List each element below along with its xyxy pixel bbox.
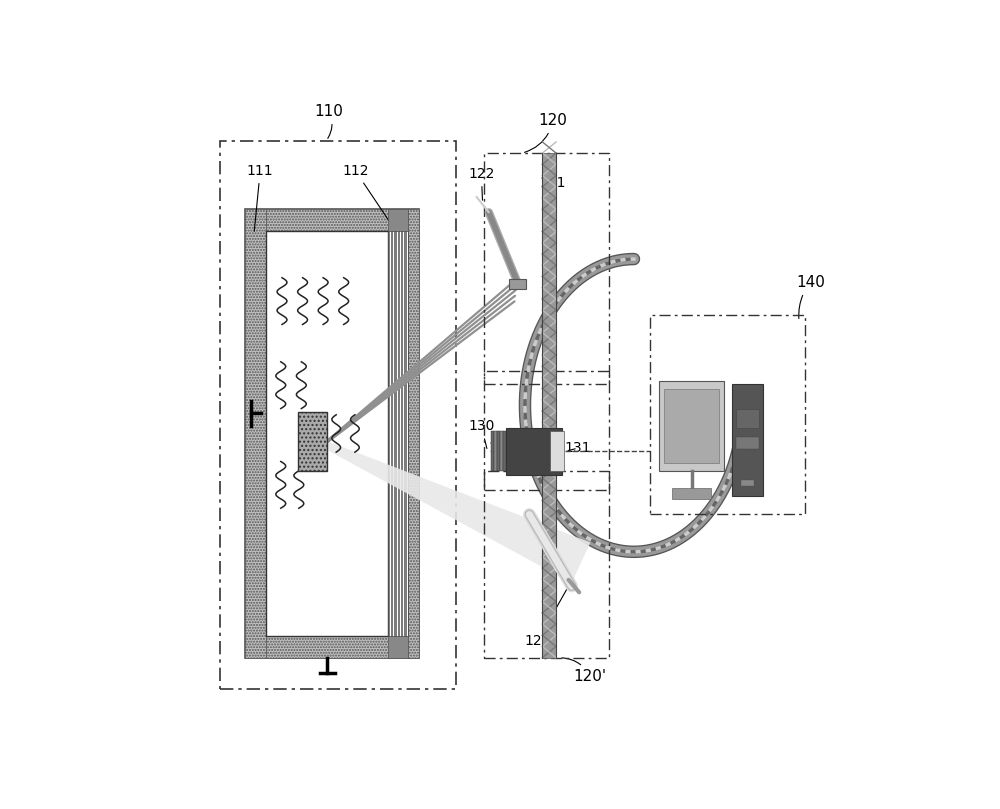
Bar bbox=[298, 412, 327, 471]
Bar bbox=[266, 636, 408, 658]
Bar bbox=[245, 210, 266, 658]
Bar bbox=[220, 141, 456, 689]
Bar bbox=[484, 153, 609, 383]
Bar bbox=[550, 431, 564, 472]
Bar bbox=[484, 371, 609, 489]
Bar bbox=[736, 409, 759, 429]
Bar bbox=[506, 428, 562, 475]
Bar bbox=[388, 231, 408, 636]
Text: 113: 113 bbox=[278, 473, 306, 520]
Text: 131: 131 bbox=[565, 441, 591, 455]
Bar bbox=[503, 431, 506, 472]
Bar bbox=[650, 316, 805, 515]
Text: 140: 140 bbox=[796, 275, 825, 319]
Bar bbox=[266, 210, 408, 231]
Text: 112: 112 bbox=[342, 164, 396, 232]
Bar bbox=[509, 279, 526, 289]
Bar bbox=[245, 210, 419, 658]
Bar bbox=[497, 431, 500, 472]
Bar bbox=[736, 438, 759, 449]
Bar bbox=[266, 231, 388, 636]
Bar bbox=[664, 388, 719, 464]
Bar bbox=[659, 380, 724, 471]
Text: 120: 120 bbox=[525, 113, 567, 152]
Text: 121: 121 bbox=[540, 176, 566, 213]
Bar bbox=[408, 210, 419, 658]
Bar bbox=[484, 471, 609, 658]
Text: 130: 130 bbox=[468, 419, 495, 448]
Bar bbox=[732, 383, 763, 496]
Bar bbox=[388, 636, 408, 658]
Bar bbox=[494, 431, 497, 472]
Text: 111: 111 bbox=[247, 164, 274, 231]
Bar bbox=[542, 153, 556, 658]
Text: 110: 110 bbox=[314, 104, 343, 138]
Text: 122: 122 bbox=[468, 167, 495, 200]
Text: 132: 132 bbox=[489, 441, 515, 455]
Bar bbox=[672, 488, 711, 499]
Polygon shape bbox=[307, 441, 590, 583]
Text: 120': 120' bbox=[562, 658, 607, 684]
Bar bbox=[500, 431, 503, 472]
Text: 123: 123 bbox=[524, 588, 567, 648]
Bar bbox=[491, 431, 494, 472]
Bar bbox=[388, 210, 408, 231]
Bar bbox=[741, 481, 754, 486]
